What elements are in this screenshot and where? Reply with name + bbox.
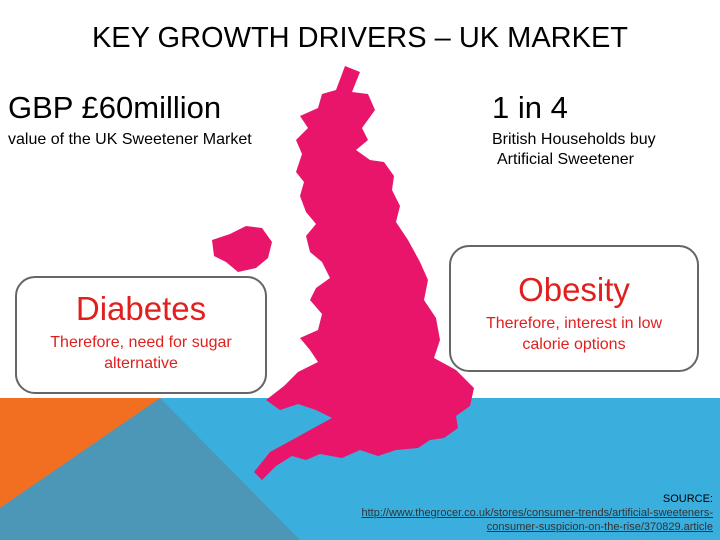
stat-headline: 1 in 4 (492, 90, 568, 125)
stat-caption: British Households buy (492, 131, 656, 148)
stat-right: 1 in 4 British Households buy Artificial… (492, 90, 656, 170)
callout-text: Therefore, need for sugar (50, 334, 232, 351)
callout-text: calorie options (522, 336, 626, 353)
blue-triangle (0, 398, 300, 540)
callout-box: Diabetes Therefore, need for sugar alter… (15, 276, 267, 394)
callout-text: alternative (104, 355, 178, 372)
callout-heading: Obesity (518, 271, 630, 308)
source: SOURCE: http://www.thegrocer.co.uk/store… (361, 492, 713, 534)
slide-title: KEY GROWTH DRIVERS – UK MARKET (91, 22, 629, 54)
source-label: SOURCE: (662, 493, 713, 505)
stat-headline: GBP £60million (8, 90, 222, 125)
stat-caption: Artificial Sweetener (497, 151, 634, 168)
stat-caption: value of the UK Sweetener Market (8, 131, 252, 148)
uk-map (212, 66, 474, 480)
callout-box: Obesity Therefore, interest in low calor… (449, 245, 699, 372)
callout-text: Therefore, interest in low (485, 315, 663, 332)
callout-heading: Diabetes (75, 290, 207, 327)
source-link-line[interactable]: consumer-suspicion-on-the-rise/370829.ar… (486, 521, 713, 533)
source-link-line[interactable]: http://www.thegrocer.co.uk/stores/consum… (361, 507, 713, 519)
source-link[interactable]: http://www.thegrocer.co.uk/stores/consum… (361, 507, 713, 533)
stat-left: GBP £60million value of the UK Sweetener… (8, 90, 252, 150)
